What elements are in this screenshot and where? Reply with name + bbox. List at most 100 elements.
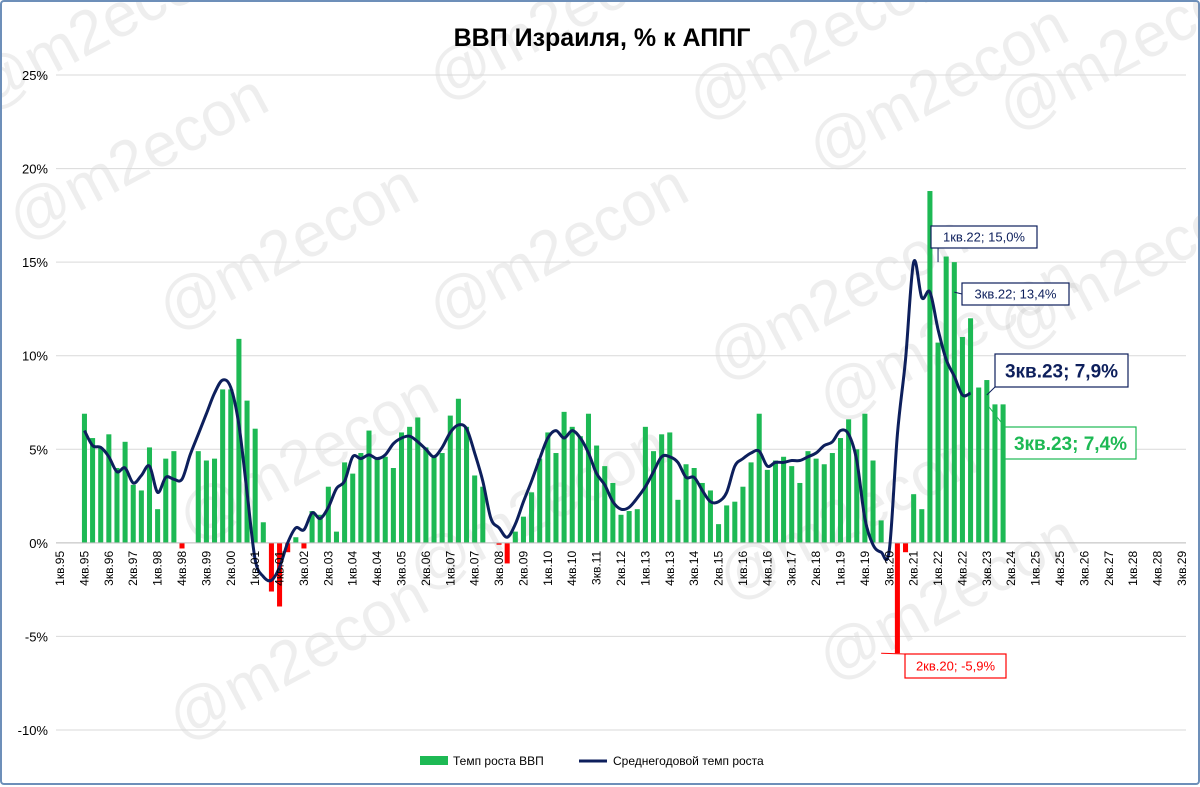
gdp-bar xyxy=(691,468,697,543)
gdp-bar xyxy=(577,436,583,543)
gdp-bar xyxy=(1000,404,1006,543)
x-tick-label: 1кв.04 xyxy=(346,551,360,586)
gdp-bar xyxy=(114,468,120,543)
gdp-bar xyxy=(903,542,909,553)
callout-box xyxy=(961,282,1070,306)
gdp-bar xyxy=(724,505,730,543)
average-growth-line xyxy=(83,259,972,583)
gdp-bar xyxy=(764,469,770,543)
gdp-bar xyxy=(317,514,323,543)
x-tick-label: 3кв.23 xyxy=(980,551,994,586)
gdp-bar xyxy=(130,484,136,543)
gdp-bar xyxy=(813,458,819,543)
x-tick-label: 4кв.04 xyxy=(370,551,384,586)
gdp-bar xyxy=(431,456,437,543)
gdp-bar xyxy=(772,460,778,543)
watermark: @m2econ xyxy=(416,150,699,344)
gdp-bar xyxy=(805,451,811,543)
gdp-bar xyxy=(455,398,461,543)
gdp-bar xyxy=(350,473,356,543)
x-tick-label: 4кв.07 xyxy=(468,551,482,586)
gdp-bar xyxy=(285,542,291,553)
x-tick-label: 1кв.07 xyxy=(443,551,457,586)
data-callout: 2кв.20; -5,9% xyxy=(881,652,1007,679)
x-tick-label: 3кв.26 xyxy=(1077,551,1091,586)
gdp-bar xyxy=(781,456,787,543)
gdp-bar xyxy=(837,438,844,543)
x-tick-label: 1кв.16 xyxy=(736,551,750,586)
y-tick-label: 20% xyxy=(22,162,48,177)
gdp-bar xyxy=(228,389,234,543)
x-tick-label: 4кв.95 xyxy=(77,551,91,586)
x-tick-label: 1кв.13 xyxy=(638,551,652,586)
gdp-bar xyxy=(634,509,640,543)
gdp-bar xyxy=(829,453,835,543)
data-callout: 3кв.23; 7,9% xyxy=(986,353,1129,396)
x-tick-label: 1кв.01 xyxy=(248,551,262,586)
x-tick-label: 3кв.05 xyxy=(395,551,409,586)
x-tick-label: 2кв.12 xyxy=(614,551,628,586)
x-tick-label: 3кв.29 xyxy=(1175,551,1189,586)
x-tick-label: 4кв.22 xyxy=(955,551,969,586)
y-tick-label: 15% xyxy=(22,255,48,270)
x-tick-label: 1кв.10 xyxy=(541,551,555,586)
gdp-bar xyxy=(911,494,917,543)
gdp-bar xyxy=(439,453,445,543)
gdp-bar xyxy=(106,434,112,543)
x-tick-label: 4кв.01 xyxy=(273,551,287,586)
x-tick-label: 3кв.17 xyxy=(785,551,799,586)
y-tick-label: -10% xyxy=(18,723,49,738)
gdp-bar xyxy=(195,451,201,543)
gdp-bar xyxy=(935,342,941,543)
gdp-bar xyxy=(699,482,705,543)
gdp-bar xyxy=(740,486,746,543)
gdp-bar xyxy=(862,413,868,543)
x-tick-label: 2кв.03 xyxy=(321,551,335,586)
x-tick-label: 1кв.98 xyxy=(151,551,165,586)
x-tick-label: 1кв.28 xyxy=(1126,551,1140,586)
gdp-bar xyxy=(366,430,372,543)
gdp-bar xyxy=(244,400,250,543)
gridlines xyxy=(56,74,1186,731)
gdp-bar xyxy=(919,509,925,543)
x-tick-label: 2кв.18 xyxy=(809,551,823,586)
callout-box xyxy=(994,353,1129,388)
watermark: @m2econ xyxy=(156,560,439,754)
gdp-bar xyxy=(520,516,526,543)
gdp-bar xyxy=(342,462,348,543)
x-tick-label: 4кв.98 xyxy=(175,551,189,586)
gdp-bar xyxy=(293,537,299,543)
gdp-bar xyxy=(415,417,421,543)
gdp-bar xyxy=(594,445,600,543)
y-tick-label: 5% xyxy=(29,442,48,457)
data-callout: 3кв.22; 13,4% xyxy=(954,282,1070,306)
gdp-bar xyxy=(846,419,852,543)
gdp-bar xyxy=(163,458,169,543)
gdp-bar xyxy=(90,438,96,543)
x-tick-label: 4кв.25 xyxy=(1053,551,1067,586)
x-tick-label: 2кв.06 xyxy=(419,551,433,586)
gdp-bar xyxy=(155,509,161,543)
gdp-bar xyxy=(732,501,738,543)
gdp-bar xyxy=(951,262,957,543)
gdp-bar xyxy=(683,464,689,543)
gdp-bar xyxy=(878,520,884,543)
gdp-bar xyxy=(659,434,665,543)
chart-title: ВВП Израиля, % к АППГ xyxy=(454,24,751,52)
gdp-bar xyxy=(212,458,218,543)
gdp-bar xyxy=(537,458,543,543)
average-growth-line-path xyxy=(83,259,972,583)
gdp-bar xyxy=(464,426,470,543)
gdp-bar xyxy=(252,428,258,543)
gdp-bar xyxy=(667,432,673,543)
watermark: @m2econ xyxy=(416,2,699,114)
gdp-bar xyxy=(675,499,681,543)
gdp-bar xyxy=(529,492,535,543)
callout-leader xyxy=(986,404,1006,428)
gdp-bar xyxy=(748,462,754,543)
gdp-bar xyxy=(992,404,998,543)
callout-text: 1кв.22; 15,0% xyxy=(943,230,1025,245)
x-tick-label: 1кв.95 xyxy=(53,551,67,586)
gdp-bar xyxy=(545,432,551,543)
x-tick-label: 2кв.21 xyxy=(907,551,921,586)
